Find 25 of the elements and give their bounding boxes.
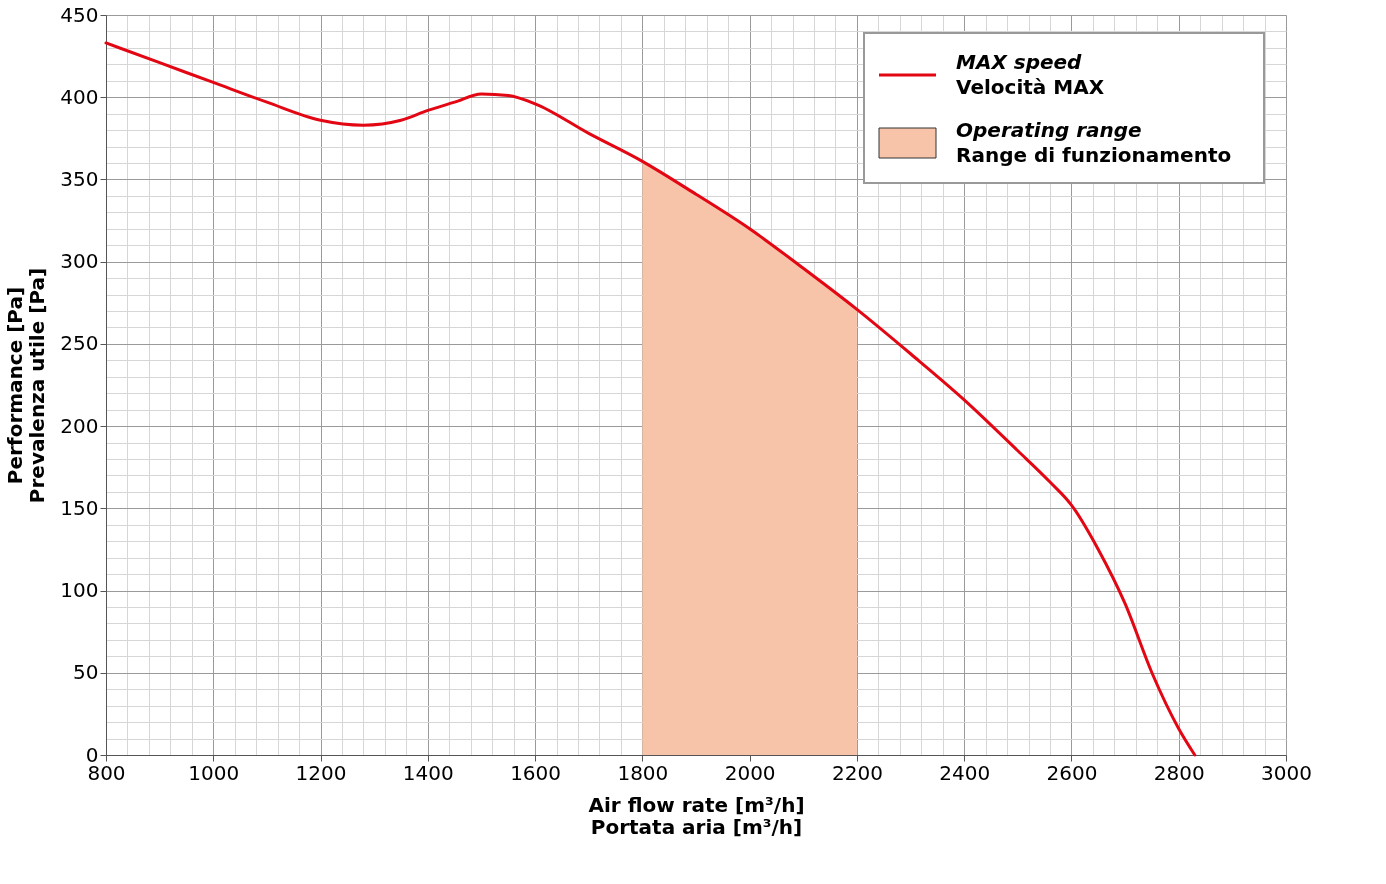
y-axis-title: Performance [Pa] Prevalenza utile [Pa]: [3, 267, 50, 504]
x-tick-label: 2000: [724, 760, 776, 785]
y-tick-label: 50: [73, 660, 99, 685]
x-tick-label: 2600: [1046, 760, 1098, 785]
y-tick-label: 300: [60, 249, 99, 274]
x-tick-label: 1200: [295, 760, 347, 785]
legend-label: MAX speed Velocità MAX: [956, 50, 1105, 99]
y-tick-label: 400: [60, 84, 99, 109]
y-tick-label: 200: [60, 413, 99, 438]
x-tick-label: 1600: [510, 760, 562, 785]
y-tick-label: 450: [60, 2, 99, 27]
y-tick-label: 100: [60, 578, 99, 603]
y-tick-label: 250: [60, 331, 99, 356]
y-tick-label: 0: [85, 742, 99, 767]
x-tick-label: 1400: [402, 760, 454, 785]
x-tick-label: 2200: [831, 760, 883, 785]
x-tick-label: 1800: [617, 760, 669, 785]
y-tick-label: 350: [60, 166, 99, 191]
x-tick-label: 2400: [939, 760, 991, 785]
x-tick-label: 2800: [1153, 760, 1205, 785]
y-tick-label: 150: [60, 495, 99, 520]
legend-label: Operating range Range di funzionamento: [956, 118, 1232, 167]
x-axis-title: Air flow rate [m³/h] Portata aria [m³/h]: [588, 792, 805, 839]
x-tick-label: 1000: [188, 760, 240, 785]
x-tick-label: 3000: [1261, 760, 1312, 785]
